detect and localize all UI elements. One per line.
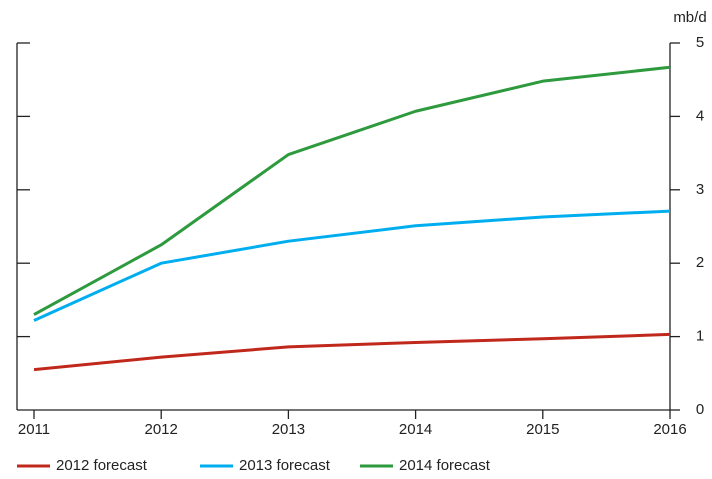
- legend-label: 2014 forecast: [399, 457, 491, 474]
- x-tick-label: 2011: [18, 421, 50, 438]
- y-axis-label: mb/d: [673, 9, 706, 26]
- legend-label: 2012 forecast: [56, 457, 148, 474]
- series-line: [33, 332, 671, 372]
- x-tick-label: 2015: [526, 421, 559, 438]
- series-line: [33, 209, 671, 322]
- series-line: [33, 65, 671, 316]
- y-tick-label: 5: [696, 34, 704, 51]
- y-tick-label: 4: [696, 107, 704, 124]
- x-tick-label: 2016: [653, 421, 686, 438]
- y-tick-label: 3: [696, 181, 704, 198]
- y-tick-label: 1: [696, 328, 704, 345]
- x-tick-label: 2014: [399, 421, 432, 438]
- y-tick-label: 0: [696, 401, 704, 418]
- x-tick-label: 2013: [272, 421, 305, 438]
- x-tick-label: 2012: [145, 421, 178, 438]
- y-tick-label: 2: [696, 254, 704, 271]
- legend-label: 2013 forecast: [239, 457, 331, 474]
